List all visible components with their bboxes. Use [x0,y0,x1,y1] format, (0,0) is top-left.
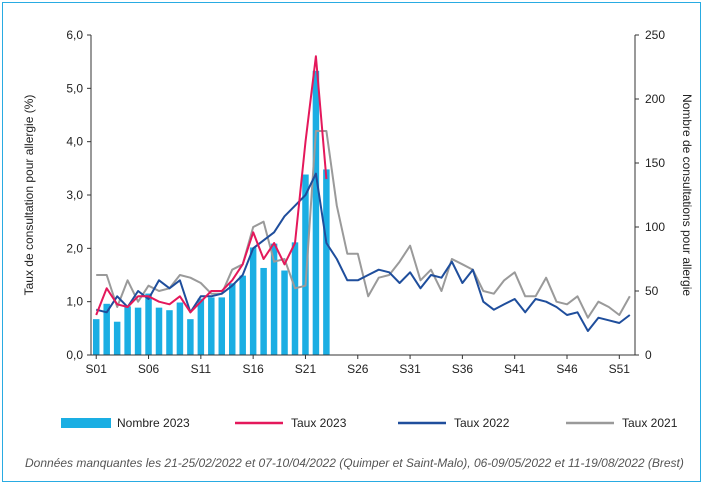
chart-frame: 0,0 1,0 2,0 3,0 4,0 5,0 6,0 0 50 100 150 200 250 S01 S… [2,2,701,482]
y-tick-left-label: 5,0 [66,81,83,95]
bar-nombre-2023 [312,70,320,355]
legend-swatch-bar [61,418,111,428]
y-tick-left-label: 0,0 [66,348,83,362]
legend-label: Taux 2022 [454,416,510,430]
y-tick-right-label: 50 [645,284,659,298]
bar-nombre-2023 [281,270,288,355]
bar-nombre-2023 [270,243,278,355]
bar-nombre-2023 [208,297,215,355]
y-tick-right-label: 0 [645,348,652,362]
bar-nombre-2023 [176,302,184,355]
y-tick-left-label: 3,0 [66,188,83,202]
legend-label: Taux 2023 [291,416,347,430]
y-tick-left-label: 4,0 [66,135,83,149]
x-tick-label: S11 [191,362,212,376]
bar-nombre-2023 [103,303,110,355]
y-tick-left-label: 6,0 [66,28,83,42]
x-tick-label: S26 [347,362,369,376]
y-tick-left-label: 1,0 [66,295,83,309]
x-tick-label: S06 [138,362,160,376]
bar-nombre-2023 [291,242,299,355]
footnote: Données manquantes les 21-25/02/2022 et … [25,456,684,470]
bar-nombre-2023 [134,307,142,355]
x-tick-label: S01 [86,362,108,376]
y-tick-left-label: 2,0 [66,241,83,255]
legend-label: Nombre 2023 [117,416,190,430]
line-taux-2022 [95,172,631,332]
bar-nombre-2023 [124,306,131,355]
bar-nombre-2023 [302,174,309,355]
y-tick-right-label: 250 [645,28,665,42]
x-tick-label: S31 [399,362,421,376]
x-tick-label: S41 [504,362,526,376]
bar-nombre-2023 [197,298,205,355]
x-tick-label: S21 [295,362,317,376]
bar-nombre-2023 [166,310,173,355]
axes: 0,0 1,0 2,0 3,0 4,0 5,0 6,0 0 50 100 150 200 250 S01 S… [22,28,694,376]
y-tick-right-label: 200 [645,92,665,106]
bar-nombre-2023 [187,319,194,355]
bar-nombre-2023 [260,267,267,355]
bar-nombre-2023 [228,283,236,355]
x-tick-label: S36 [452,362,474,376]
bar-nombre-2023 [249,247,257,355]
legend-label: Taux 2021 [622,416,678,430]
bar-nombre-2023 [113,321,121,355]
y-tick-right-label: 150 [645,156,665,170]
bar-nombre-2023 [323,169,330,355]
bar-nombre-2023 [155,307,163,355]
line-taux-2023 [95,55,328,316]
y-tick-right-label: 100 [645,220,665,234]
legend: Nombre 2023 Taux 2023 Taux 2022 Taux 2021 [61,416,678,430]
y-axis-left-title: Taux de consultation pour allergie (%) [22,95,36,296]
y-axis-right-title: Nombre de consultations pour allergie [680,94,694,296]
bar-nombre-2023 [92,319,100,355]
bar-nombre-2023 [239,275,246,355]
x-tick-label: S16 [242,362,264,376]
bar-nombre-2023 [218,297,226,355]
bar-nombre-2023 [145,293,152,355]
line-taux-2021 [96,130,631,319]
x-tick-label: S46 [556,362,578,376]
chart-svg: 0,0 1,0 2,0 3,0 4,0 5,0 6,0 0 50 100 150 200 250 S01 S… [22,28,694,430]
x-tick-label: S51 [609,362,631,376]
plot-area [92,55,631,355]
